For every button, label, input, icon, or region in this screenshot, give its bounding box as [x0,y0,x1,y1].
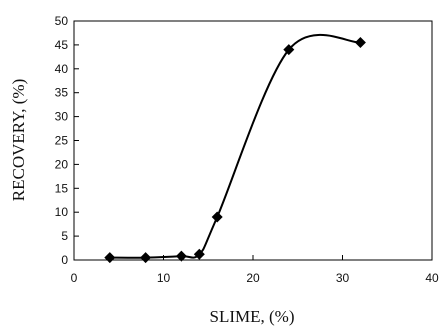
y-tick-label: 10 [55,205,69,219]
series-line [109,33,361,259]
y-tick-label: 5 [61,229,68,243]
y-tick-label: 0 [61,253,68,267]
y-tick-label: 45 [55,38,69,52]
data-point-marker [175,250,187,262]
markers [104,37,366,264]
x-tick-label: 10 [157,271,171,285]
y-tick-label: 50 [55,14,69,28]
plot-frame [73,20,433,261]
y-tick-label: 35 [55,86,69,100]
y-axis-title: RECOVERY, (%) [9,79,28,201]
x-axis-title: SLIME, (%) [210,307,295,326]
data-point-marker [283,44,295,56]
data-point-marker [140,252,152,264]
y-tick-label: 40 [55,62,69,76]
data-point-marker [104,252,116,264]
data-point-marker [211,211,223,223]
ticks: 0 5 10 15 20 25 30 35 40 45 50 0 10 20 30 40 [55,14,439,285]
x-tick-label: 30 [336,271,350,285]
x-tick-label: 0 [71,271,78,285]
x-tick-label: 40 [425,271,439,285]
data-point-marker [354,37,366,49]
y-tick-label: 20 [55,157,69,171]
y-tick-label: 30 [55,110,69,124]
x-tick-label: 20 [246,271,260,285]
y-tick-label: 15 [55,181,69,195]
data-point-marker [193,248,205,260]
y-tick-label: 25 [55,134,69,148]
